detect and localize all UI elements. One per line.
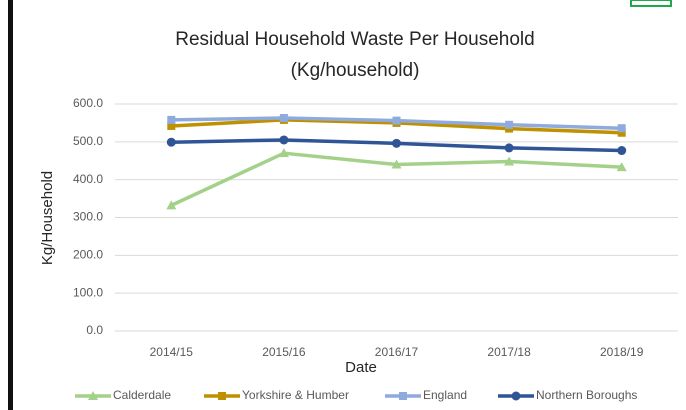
left-border — [8, 0, 13, 410]
marker — [278, 148, 289, 158]
marker — [505, 120, 514, 129]
x-tick-label: 2016/17 — [375, 345, 419, 359]
y-tick-label: 0.0 — [86, 323, 103, 337]
marker — [617, 128, 626, 137]
x-axis-label: Date — [345, 359, 377, 376]
legend-label: Northern Boroughs — [536, 388, 637, 402]
chart-title: Residual Household Waste Per Household — [175, 29, 534, 50]
marker — [279, 135, 289, 145]
legend-label: England — [423, 388, 467, 402]
marker — [391, 159, 402, 169]
marker — [88, 391, 98, 400]
marker — [504, 156, 515, 166]
legend-label: Yorkshire & Humber — [242, 388, 349, 402]
marker — [166, 200, 177, 210]
y-tick-label: 500.0 — [73, 134, 103, 148]
marker — [167, 121, 176, 130]
marker — [511, 391, 521, 401]
y-tick-label: 400.0 — [73, 172, 103, 186]
x-tick-label: 2018/19 — [600, 345, 644, 359]
x-tick-label: 2014/15 — [150, 345, 194, 359]
corner-box — [630, 0, 672, 7]
y-axis-label: Kg/Household — [39, 171, 56, 265]
y-tick-label: 300.0 — [73, 210, 103, 224]
marker — [166, 137, 176, 147]
chart-subtitle: (Kg/household) — [291, 60, 420, 81]
marker — [616, 162, 627, 172]
x-tick-label: 2017/18 — [487, 345, 531, 359]
marker — [399, 392, 407, 400]
marker — [167, 115, 176, 124]
marker — [279, 113, 288, 122]
marker — [392, 138, 401, 148]
marker — [617, 124, 626, 133]
x-tick-label: 2015/16 — [262, 345, 306, 359]
marker — [218, 392, 226, 400]
marker — [392, 116, 401, 125]
legend-label: Calderdale — [113, 388, 171, 402]
marker — [504, 143, 514, 153]
marker — [617, 146, 627, 156]
y-tick-label: 100.0 — [73, 285, 103, 299]
y-tick-label: 200.0 — [73, 248, 103, 262]
y-tick-label: 600.0 — [73, 96, 103, 110]
